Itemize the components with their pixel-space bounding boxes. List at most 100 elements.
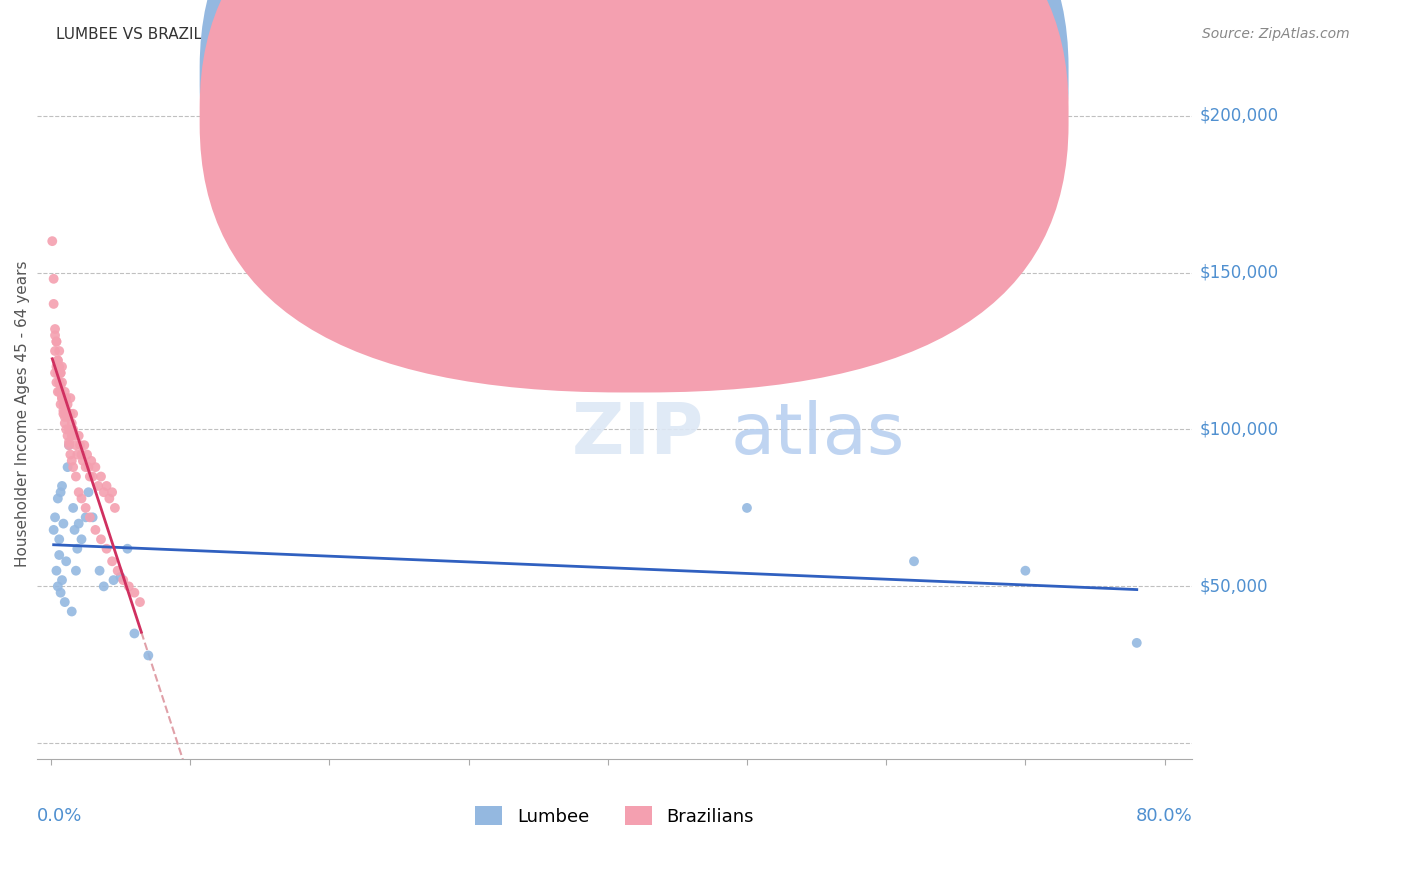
Point — [101, 554, 124, 568]
Point — [124, 626, 146, 640]
Point — [75, 500, 97, 515]
Point — [44, 510, 66, 524]
Point — [96, 541, 118, 556]
Point — [41, 234, 63, 248]
Y-axis label: Householder Income Ages 45 - 64 years: Householder Income Ages 45 - 64 years — [15, 260, 30, 567]
Point — [75, 510, 97, 524]
Point — [104, 500, 127, 515]
Point — [62, 407, 84, 421]
Point — [118, 579, 141, 593]
Point — [44, 322, 66, 336]
Point — [75, 460, 97, 475]
Point — [65, 564, 87, 578]
Point — [45, 334, 67, 349]
Point — [49, 397, 72, 411]
Point — [96, 479, 118, 493]
Point — [73, 438, 96, 452]
Point — [51, 479, 73, 493]
Point — [1014, 564, 1036, 578]
Point — [98, 491, 121, 506]
Point — [49, 366, 72, 380]
Point — [56, 409, 79, 424]
Point — [52, 397, 75, 411]
Point — [67, 428, 90, 442]
Point — [82, 510, 104, 524]
Point — [60, 605, 83, 619]
Point — [51, 376, 73, 390]
Point — [60, 416, 83, 430]
Legend: Lumbee, Brazilians: Lumbee, Brazilians — [468, 799, 762, 833]
Point — [66, 541, 89, 556]
Point — [69, 438, 91, 452]
Point — [60, 454, 83, 468]
Point — [93, 579, 115, 593]
Point — [117, 541, 139, 556]
Point — [46, 353, 69, 368]
Point — [903, 554, 925, 568]
Point — [48, 376, 70, 390]
Point — [52, 407, 75, 421]
Point — [67, 516, 90, 531]
Point — [84, 460, 107, 475]
Point — [62, 500, 84, 515]
Point — [79, 510, 101, 524]
Point — [82, 469, 104, 483]
Point — [49, 384, 72, 399]
Point — [52, 516, 75, 531]
Point — [49, 366, 72, 380]
Point — [56, 397, 79, 411]
Text: $150,000: $150,000 — [1199, 263, 1278, 282]
Point — [44, 328, 66, 343]
Point — [84, 523, 107, 537]
Point — [67, 485, 90, 500]
Point — [59, 448, 82, 462]
Point — [107, 564, 129, 578]
Point — [63, 428, 86, 442]
Point — [1126, 636, 1149, 650]
Point — [59, 391, 82, 405]
Point — [65, 469, 87, 483]
Point — [46, 366, 69, 380]
Point — [56, 460, 79, 475]
Point — [53, 416, 76, 430]
Point — [58, 438, 80, 452]
Point — [93, 485, 115, 500]
Point — [89, 564, 111, 578]
Point — [87, 479, 110, 493]
Point — [51, 359, 73, 374]
Point — [62, 422, 84, 436]
Point — [77, 485, 100, 500]
Text: $200,000: $200,000 — [1199, 107, 1278, 125]
Point — [55, 403, 77, 417]
Point — [48, 376, 70, 390]
Point — [53, 409, 76, 424]
Point — [124, 585, 146, 599]
Point — [129, 595, 152, 609]
Text: ZIP: ZIP — [572, 400, 704, 469]
Point — [59, 407, 82, 421]
Point — [90, 533, 112, 547]
Point — [112, 573, 135, 587]
Text: LUMBEE VS BRAZILIAN HOUSEHOLDER INCOME AGES 45 - 64 YEARS CORRELATION CHART: LUMBEE VS BRAZILIAN HOUSEHOLDER INCOME A… — [56, 27, 747, 42]
Point — [103, 573, 125, 587]
Point — [70, 533, 93, 547]
Point — [44, 343, 66, 358]
Point — [48, 343, 70, 358]
Point — [90, 469, 112, 483]
Text: 0.0%: 0.0% — [37, 807, 83, 825]
Point — [70, 491, 93, 506]
Point — [76, 448, 98, 462]
Point — [136, 648, 159, 663]
Point — [56, 428, 79, 442]
Point — [70, 448, 93, 462]
Point — [66, 448, 89, 462]
Point — [46, 579, 69, 593]
Text: $50,000: $50,000 — [1199, 577, 1268, 595]
Point — [49, 485, 72, 500]
Point — [53, 397, 76, 411]
Point — [45, 359, 67, 374]
Text: $100,000: $100,000 — [1199, 420, 1278, 439]
Point — [48, 533, 70, 547]
Point — [51, 391, 73, 405]
Point — [60, 428, 83, 442]
